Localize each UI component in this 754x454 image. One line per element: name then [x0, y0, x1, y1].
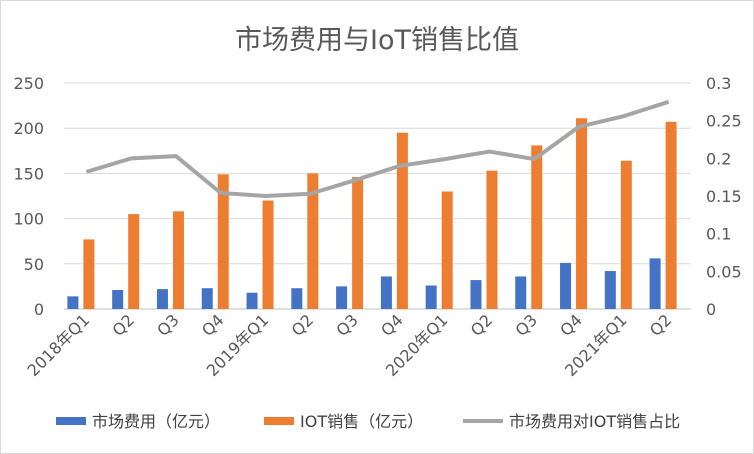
- left-tick-label: 250: [13, 74, 44, 93]
- ratio-line-path: [85, 99, 670, 198]
- bar-marketing-cost: [604, 271, 616, 309]
- legend-swatch: [264, 417, 294, 425]
- bar-iot-sales: [396, 132, 408, 309]
- bars: [67, 118, 677, 309]
- right-tick-label: 0.15: [706, 187, 742, 206]
- x-tick-label: Q2: [646, 310, 676, 340]
- gridlines: [64, 82, 691, 310]
- x-tick-label: Q4: [198, 310, 228, 340]
- bar-iot-sales: [128, 214, 140, 309]
- bar-iot-sales: [531, 145, 543, 309]
- left-tick-label: 150: [13, 164, 44, 183]
- bar-marketing-cost: [112, 290, 124, 309]
- x-tick-label: 2018年Q1: [24, 310, 94, 380]
- right-tick-label: 0: [706, 300, 716, 319]
- x-tick-label: Q4: [556, 310, 586, 340]
- bar-iot-sales: [172, 211, 184, 309]
- legend: 市场费用（亿元） IOT销售（亿元） 市场费用对IOT销售占比: [56, 412, 680, 431]
- bar-iot-sales: [83, 239, 95, 309]
- bar-iot-sales: [665, 121, 677, 309]
- x-tick-label: Q3: [332, 310, 362, 340]
- bar-marketing-cost: [649, 258, 661, 309]
- bar-iot-sales: [217, 174, 229, 309]
- left-tick-label: 50: [24, 255, 44, 274]
- bar-marketing-cost: [246, 292, 258, 309]
- right-tick-label: 0.2: [706, 149, 731, 168]
- bar-marketing-cost: [515, 276, 527, 309]
- left-tick-label: 200: [13, 119, 44, 138]
- x-tick-label: Q2: [108, 310, 138, 340]
- bar-iot-sales: [620, 160, 632, 309]
- legend-label: IOT销售（亿元）: [300, 412, 423, 431]
- legend-label: 市场费用（亿元）: [92, 412, 220, 431]
- x-tick-label: Q3: [512, 310, 542, 340]
- chart-title: 市场费用与IoT销售比值: [235, 25, 519, 56]
- x-tick-label: Q4: [377, 310, 407, 340]
- right-tick-label: 0.3: [706, 74, 731, 93]
- right-tick-label: 0.05: [706, 262, 742, 281]
- bar-iot-sales: [352, 177, 364, 309]
- bar-marketing-cost: [291, 288, 303, 309]
- legend-swatch: [56, 417, 86, 425]
- bar-iot-sales: [262, 200, 274, 309]
- ratio-line: [85, 99, 670, 198]
- bar-marketing-cost: [156, 289, 168, 309]
- right-axis-ticks: 0 0.05 0.1 0.15 0.2 0.25 0.3: [706, 74, 742, 319]
- left-axis-ticks: 0 50 100 150 200 250: [13, 74, 44, 319]
- bar-iot-sales: [576, 118, 588, 309]
- x-tick-label: Q2: [467, 310, 497, 340]
- left-tick-label: 0: [34, 300, 44, 319]
- bar-marketing-cost: [560, 262, 572, 309]
- right-tick-label: 0.1: [706, 225, 731, 244]
- bar-iot-sales: [486, 170, 498, 309]
- bar-iot-sales: [441, 191, 453, 309]
- x-tick-label: Q3: [153, 310, 183, 340]
- bar-marketing-cost: [470, 280, 482, 309]
- bar-marketing-cost: [336, 286, 348, 309]
- bar-marketing-cost: [201, 288, 213, 309]
- legend-label: 市场费用对IOT销售占比: [509, 412, 680, 431]
- bar-marketing-cost: [425, 285, 437, 309]
- bar-marketing-cost: [67, 296, 79, 309]
- left-tick-label: 100: [13, 210, 44, 229]
- x-tick-label: Q2: [288, 310, 318, 340]
- bar-iot-sales: [307, 173, 319, 309]
- right-tick-label: 0.25: [706, 112, 742, 131]
- bar-marketing-cost: [380, 276, 392, 309]
